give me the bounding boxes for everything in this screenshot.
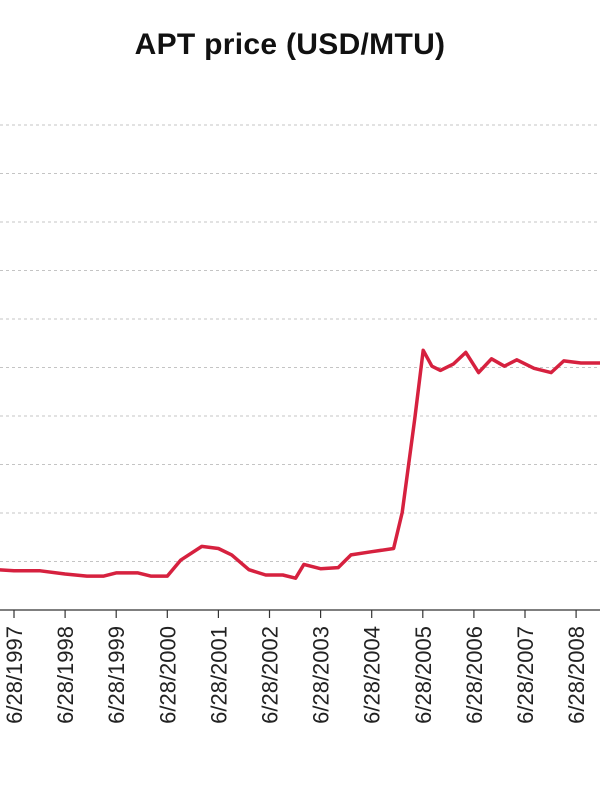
- series-lines: [0, 348, 600, 580]
- grid-lines: [0, 124, 600, 562]
- x-tick-label: 6/28/2004: [360, 626, 385, 724]
- x-tick-label: 6/28/2008: [564, 626, 589, 724]
- x-tick-label: 6/28/2003: [309, 626, 334, 724]
- x-axis: [0, 609, 600, 618]
- x-tick-label: 6/28/1998: [53, 626, 78, 724]
- x-tick-label: 6/28/1997: [2, 626, 27, 724]
- x-tick-label: 6/28/2001: [206, 626, 231, 724]
- x-tick-label: 6/28/2007: [513, 626, 538, 724]
- x-tick-label: 6/28/2006: [462, 626, 487, 724]
- x-tick-label: 6/28/2000: [155, 626, 180, 724]
- x-tick-label: 6/28/2005: [411, 626, 436, 724]
- x-tick-label: 6/28/2002: [258, 626, 283, 724]
- x-tick-label: 6/28/1999: [104, 626, 129, 724]
- chart-title: APT price (USD/MTU): [134, 28, 446, 61]
- price-series-line: [0, 348, 600, 580]
- x-tick-labels: 6/28/1997 6/28/1998 6/28/1999 6/28/2000 6/28…: [2, 626, 589, 724]
